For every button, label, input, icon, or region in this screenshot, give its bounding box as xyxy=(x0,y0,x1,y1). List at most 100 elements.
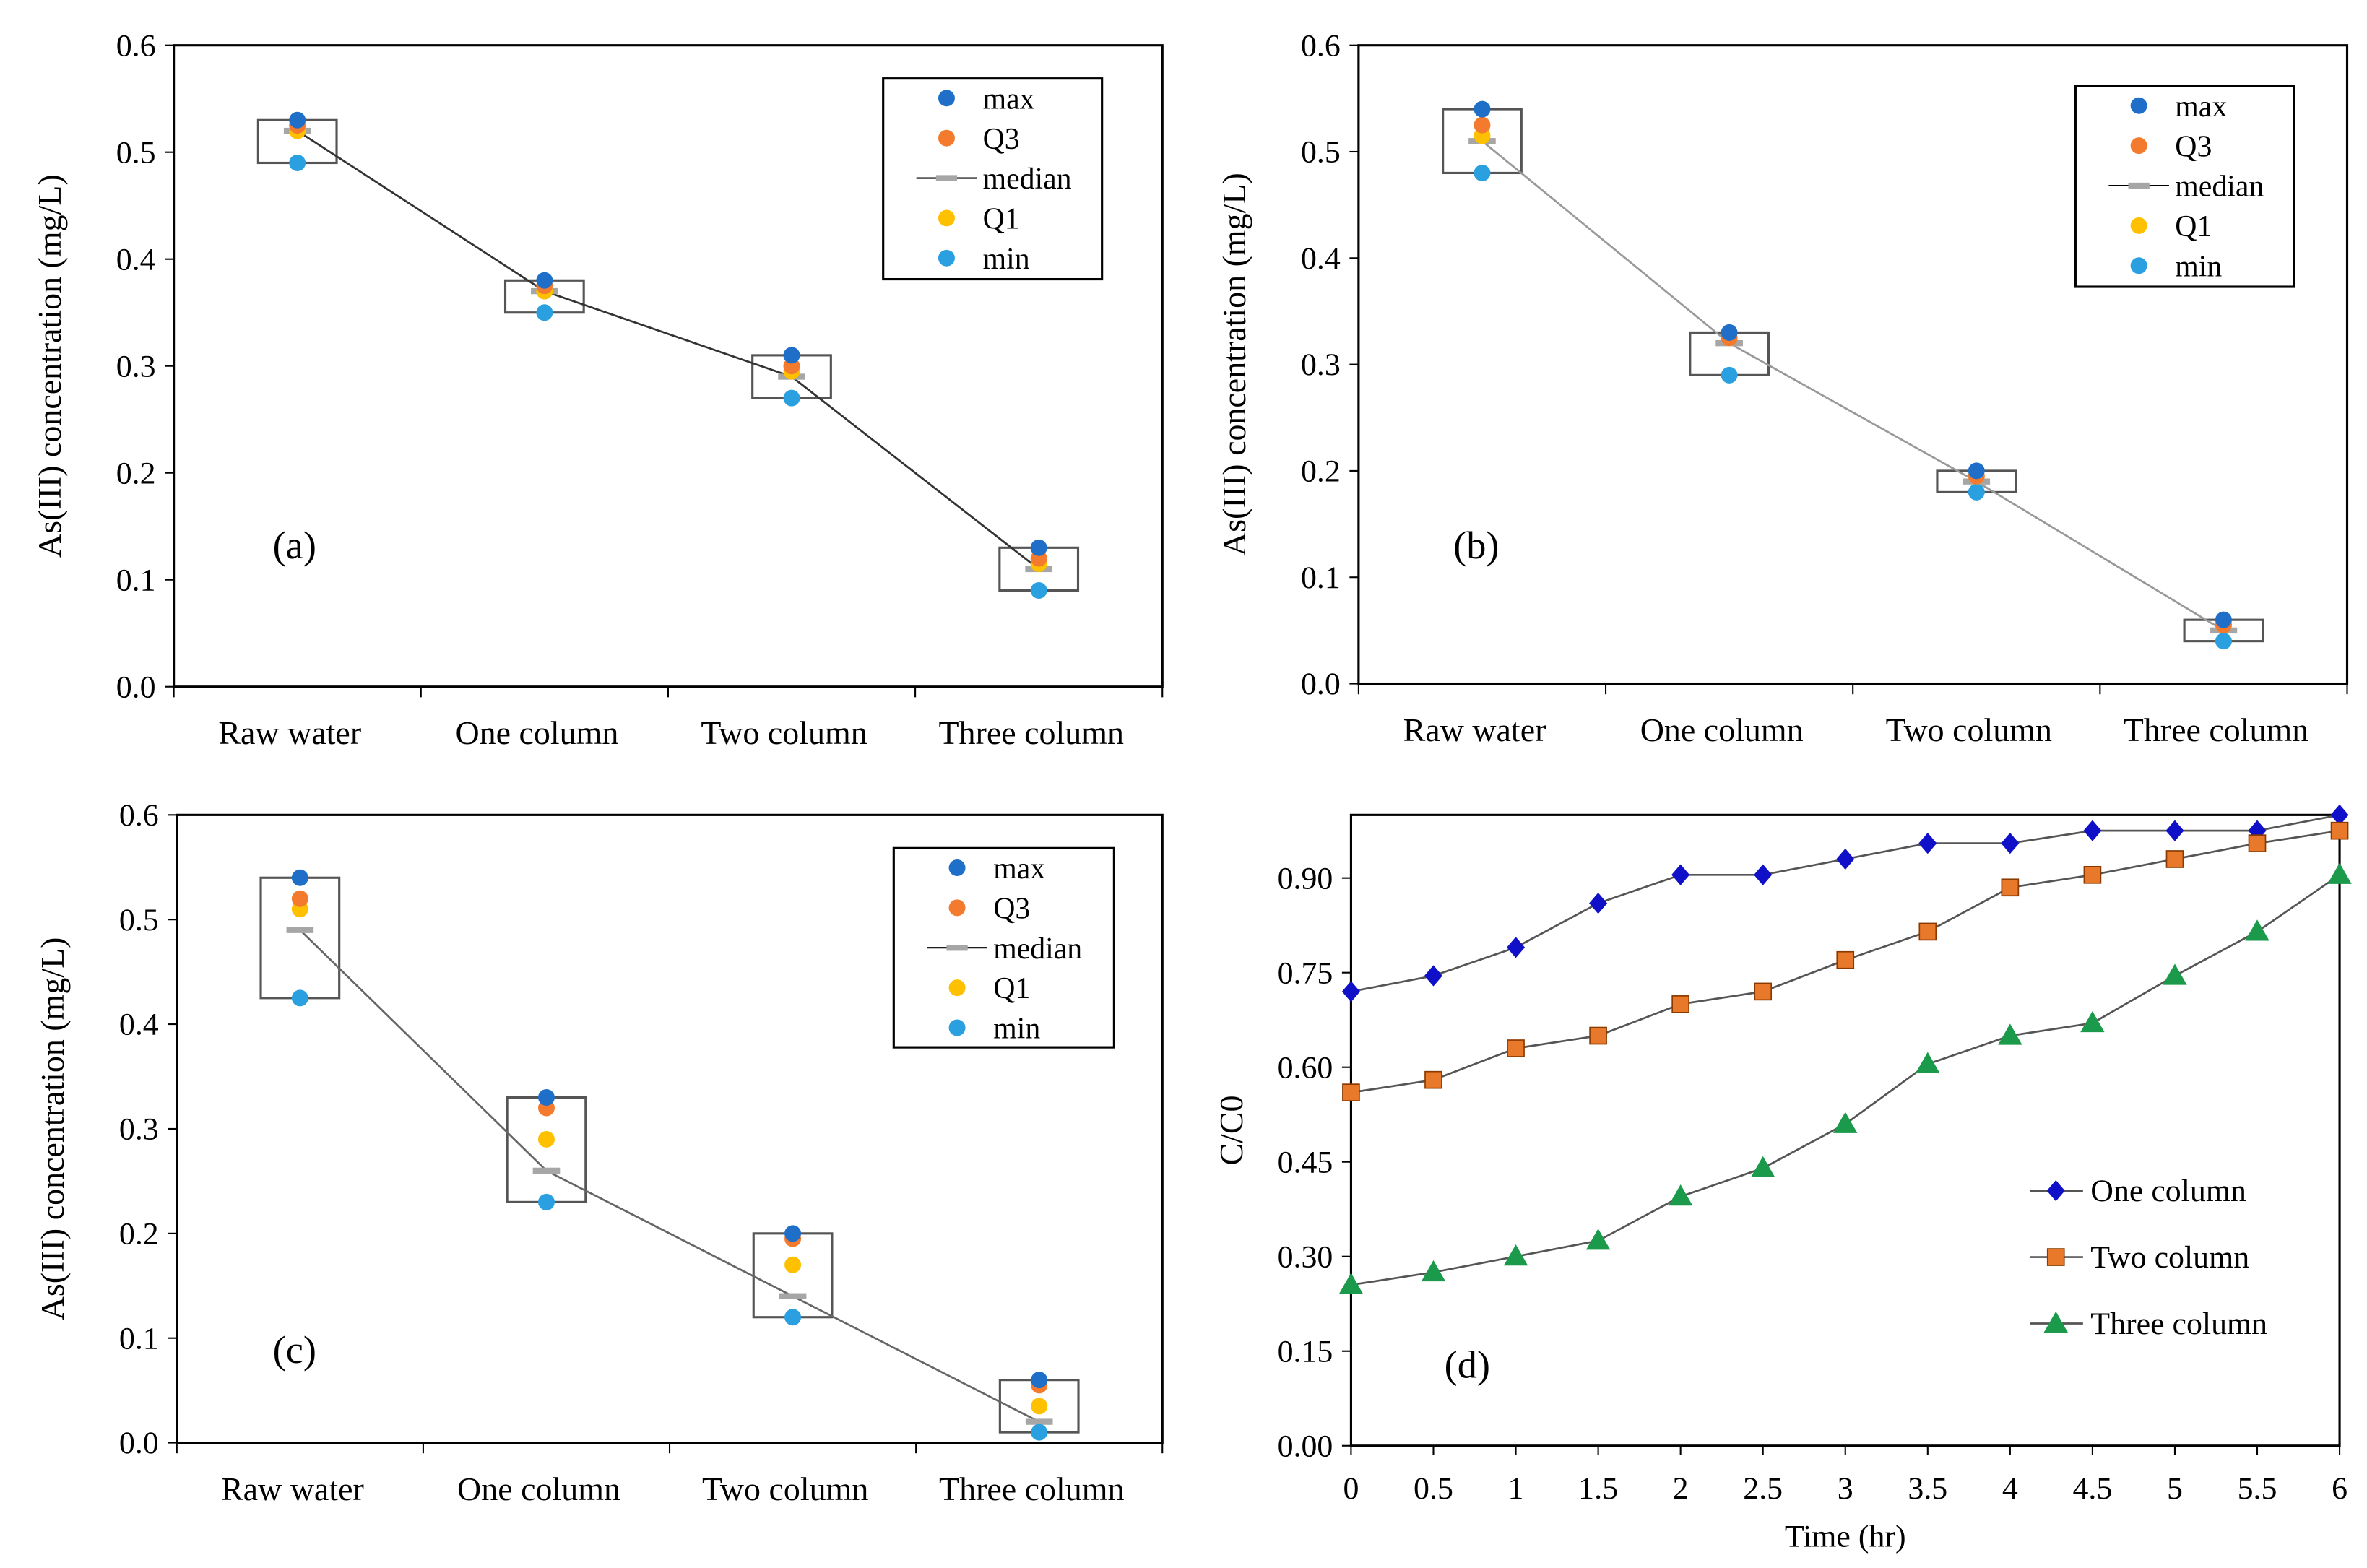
data-point xyxy=(1918,833,1937,854)
min-point xyxy=(289,155,306,171)
data-point xyxy=(2248,834,2267,852)
Q1-point xyxy=(537,1130,555,1148)
legend-label: min xyxy=(2175,250,2222,283)
x-category-label: Two column xyxy=(702,1470,868,1507)
min-point xyxy=(1474,164,1491,181)
y-tick-label: 0.0 xyxy=(1301,667,1341,701)
max-point xyxy=(537,1088,555,1106)
Q3-point xyxy=(291,890,308,907)
min-point xyxy=(783,389,800,407)
data-point xyxy=(1342,1083,1360,1101)
series-two-column xyxy=(1342,821,2349,1101)
median-marker xyxy=(779,1293,807,1299)
legend-q1-marker xyxy=(938,209,955,227)
y-axis-label-d: C/C0 xyxy=(1213,1096,1250,1166)
legend-label: median xyxy=(993,932,1082,966)
Q1-point xyxy=(1031,1398,1048,1415)
x-tick-label: 6 xyxy=(2332,1471,2347,1506)
data-point xyxy=(1589,1026,1607,1045)
legend-label: max xyxy=(983,82,1035,116)
data-point xyxy=(1918,922,1937,941)
series-one-column xyxy=(1341,804,2349,1002)
data-point xyxy=(1750,1156,1775,1177)
data-point xyxy=(2245,919,2269,941)
x-category-label: One column xyxy=(1640,711,1804,748)
legend-label: min xyxy=(983,243,1030,276)
min-point xyxy=(2215,633,2232,650)
y-tick-label: 0.3 xyxy=(1301,347,1341,382)
data-point xyxy=(1668,1184,1693,1206)
y-tick-label: 0.6 xyxy=(116,28,156,63)
x-category-label: Three column xyxy=(939,1470,1124,1507)
x-tick-label: 2.5 xyxy=(1743,1471,1783,1506)
median-marker xyxy=(286,927,314,933)
y-axis-label: As(III) concentration (mg/L) xyxy=(34,937,71,1321)
panel-label: (c) xyxy=(273,1328,316,1372)
x-category-label: Three column xyxy=(2124,711,2308,748)
x-axis-label: Time (hr) xyxy=(1785,1520,1906,1554)
x-tick-label: 1.5 xyxy=(1578,1471,1618,1506)
legend-label: Q1 xyxy=(993,972,1030,1005)
legend-diamond-marker xyxy=(2046,1179,2065,1202)
legend-max-marker xyxy=(948,859,966,876)
y-tick-label: 0.1 xyxy=(1301,560,1341,595)
y-tick-label: 0.0 xyxy=(116,670,156,704)
series-three-column xyxy=(1338,862,2352,1294)
data-point xyxy=(1833,1112,1858,1133)
legend-median-marker xyxy=(2128,182,2150,189)
data-point xyxy=(2163,963,2187,985)
x-category-label: One column xyxy=(457,1470,620,1507)
Q3-point xyxy=(1474,116,1491,134)
data-point xyxy=(2083,865,2102,884)
legend-q3-marker xyxy=(948,899,966,917)
y-tick-label: 0.4 xyxy=(116,242,156,277)
x-category-label: Raw water xyxy=(1403,711,1546,748)
y-tick-label: 0.2 xyxy=(1301,454,1341,489)
data-point xyxy=(1589,892,1608,914)
legend-min-marker xyxy=(938,249,955,267)
legend-label: max xyxy=(2175,90,2227,124)
x-tick-label: 0.5 xyxy=(1414,1471,1453,1506)
legend-max-marker xyxy=(2130,97,2147,114)
y-tick-label: 0.5 xyxy=(119,903,159,937)
x-tick-label: 1 xyxy=(1508,1471,1524,1506)
max-point xyxy=(1474,100,1491,118)
max-point xyxy=(289,111,306,129)
x-category-label: Raw water xyxy=(221,1470,364,1507)
y-tick-label: 0.45 xyxy=(1278,1145,1333,1179)
data-point xyxy=(2165,820,2184,841)
y-tick-label: 0.4 xyxy=(1301,241,1341,276)
panel-a: 0.0 0.1 0.2 0.3 0.4 0.5 0.6 Raw water One column… xyxy=(31,28,1164,751)
panel-c: 0.0 0.1 0.2 0.3 0.4 0.5 0.6 Raw water One column… xyxy=(34,798,1164,1507)
data-point xyxy=(2080,1010,2105,1033)
y-tick-label: 0.2 xyxy=(119,1216,159,1251)
x-tick-label: 0 xyxy=(1343,1471,1359,1506)
y-tick-label: 0.75 xyxy=(1278,956,1333,990)
legend-min-marker xyxy=(948,1019,966,1036)
legend-label: median xyxy=(2175,170,2264,204)
data-point xyxy=(2001,878,2020,897)
max-point xyxy=(2215,611,2232,628)
y-tick-label: 0.1 xyxy=(116,563,156,597)
x-tick-label: 5 xyxy=(2167,1471,2183,1506)
legend-entry: Two column xyxy=(2030,1240,2249,1275)
x-category-label: Three column xyxy=(938,714,1123,751)
x-tick-label: 4.5 xyxy=(2072,1471,2112,1506)
data-point xyxy=(2165,850,2184,868)
min-point xyxy=(536,304,553,321)
panel-label: (a) xyxy=(273,524,316,567)
y-tick-label: 0.30 xyxy=(1278,1239,1333,1274)
min-point xyxy=(784,1309,802,1326)
data-point xyxy=(1507,937,1526,958)
median-marker xyxy=(1025,1418,1053,1425)
legend-q3-marker xyxy=(938,129,955,147)
median-line xyxy=(1481,140,2225,632)
y-axis-label: As(III) concentration (mg/L) xyxy=(1216,173,1252,556)
legend-q3-marker xyxy=(2130,137,2147,155)
median-line xyxy=(299,929,1040,1423)
legend-label: Q1 xyxy=(983,203,1020,236)
y-tick-label: 0.60 xyxy=(1278,1050,1333,1085)
data-point xyxy=(1836,848,1855,870)
legend: max Q3 median Q1 min xyxy=(892,846,1115,1049)
y-tick-label: 0.15 xyxy=(1278,1334,1333,1369)
